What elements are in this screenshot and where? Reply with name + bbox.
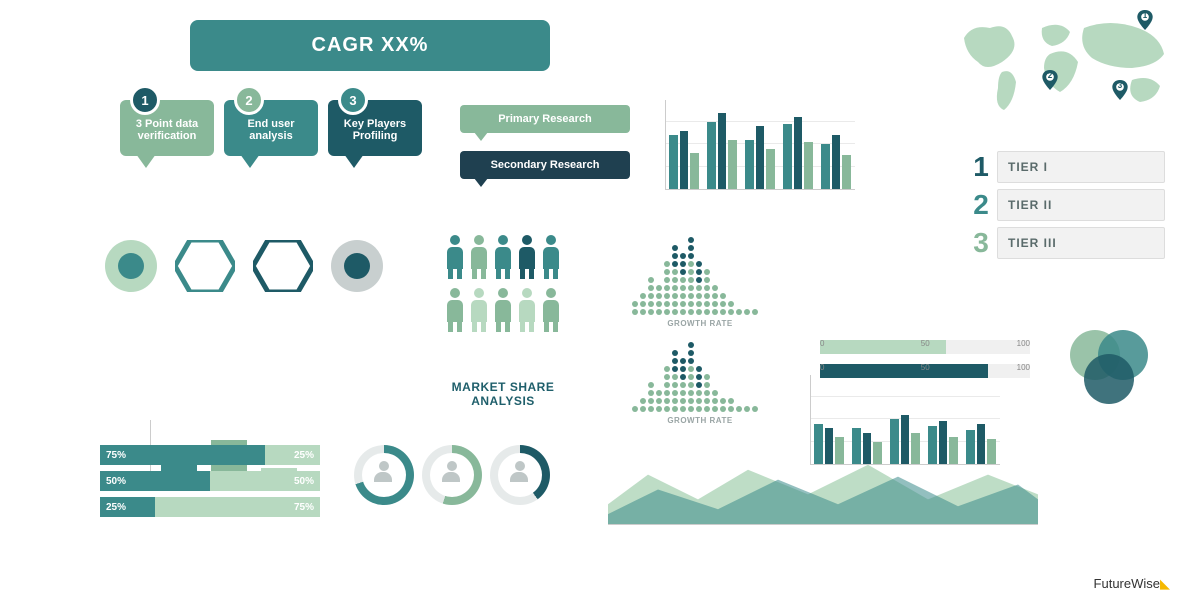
person-icon [445, 288, 465, 332]
tier-list: 1TIER I 2TIER II 3TIER III [965, 150, 1165, 264]
person-icon [469, 235, 489, 279]
user-donut [490, 445, 550, 505]
person-icon [541, 288, 561, 332]
people-icons [428, 235, 578, 337]
map-pin: 1 [1135, 10, 1155, 30]
person-icon [469, 288, 489, 332]
person-icon [517, 288, 537, 332]
world-map: 1 2 3 [950, 10, 1180, 120]
hexagon-2 [253, 240, 313, 292]
bubbles-row: 13 Point data verification2End user anal… [120, 100, 422, 156]
dot-matrix-bottom: GROWTH RATE [620, 340, 780, 425]
map-pin: 3 [1110, 80, 1130, 100]
person-icon [445, 235, 465, 279]
cagr-banner: CAGR XX% [190, 20, 550, 71]
donut-shape-1 [105, 240, 157, 292]
person-icon [493, 235, 513, 279]
dot-matrix-top: GROWTH RATE [620, 235, 780, 328]
brand-logo: FutureWise◣ [1094, 576, 1170, 592]
person-icon [541, 235, 561, 279]
hexagon-1 [175, 240, 235, 292]
research-pill: Primary Research [460, 105, 630, 133]
donut-shape-2 [331, 240, 383, 292]
venn-diagram [1070, 330, 1160, 410]
tier-row: 2TIER II [965, 188, 1165, 222]
hprogress-bar: 050100 [820, 340, 1030, 354]
grouped-bar-chart-top [665, 100, 855, 190]
market-share-label: MARKET SHARE ANALYSIS [428, 380, 578, 408]
hprogress-bar: 050100 [820, 364, 1030, 378]
pair-bars: 75%25% 50%50% 25%75% [100, 445, 320, 523]
research-pills: Primary Research Secondary Research [460, 105, 630, 197]
area-chart [608, 445, 1038, 525]
tier-row: 3TIER III [965, 226, 1165, 260]
user-donut [354, 445, 414, 505]
bubble: 13 Point data verification [120, 100, 214, 156]
tier-row: 1TIER I [965, 150, 1165, 184]
pair-bar: 25%75% [100, 497, 320, 517]
research-pill: Secondary Research [460, 151, 630, 179]
person-icon [493, 288, 513, 332]
pair-bar: 50%50% [100, 471, 320, 491]
bubble: 3Key Players Profiling [328, 100, 422, 156]
pair-bar: 75%25% [100, 445, 320, 465]
bubble: 2End user analysis [224, 100, 318, 156]
user-donuts [350, 445, 554, 510]
person-icon [517, 235, 537, 279]
shapes-row [105, 240, 383, 292]
user-donut [422, 445, 482, 505]
hprogress-group: 050100 050100 [820, 340, 1030, 388]
map-pin: 2 [1040, 70, 1060, 90]
